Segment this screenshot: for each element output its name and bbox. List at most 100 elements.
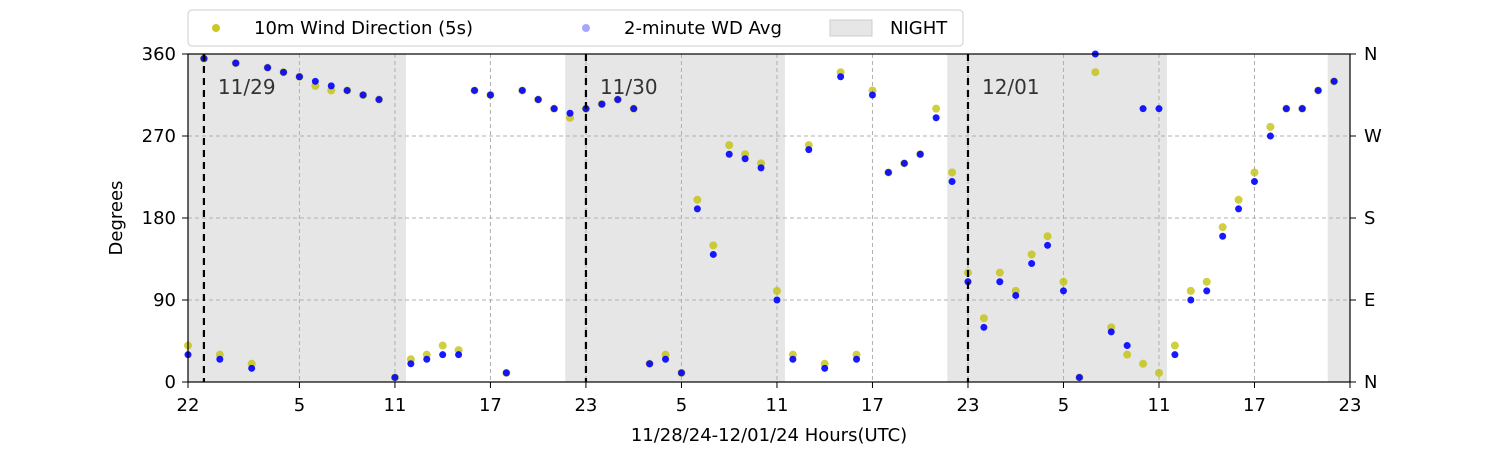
x-tick-label: 23 (574, 395, 597, 416)
y-tick-label: 180 (142, 208, 176, 229)
wd-avg-point (773, 296, 781, 304)
wd-avg-point (1123, 342, 1131, 350)
wd-avg-point (1059, 287, 1067, 295)
wind-direction-point (709, 241, 718, 250)
wd-avg-point (1203, 287, 1211, 295)
wd-avg-point (789, 355, 797, 363)
legend: 10m Wind Direction (5s) 2-minute WD Avg NI… (187, 9, 964, 47)
legend-item: 10m Wind Direction (5s) (212, 18, 473, 39)
wd-avg-point (630, 105, 638, 113)
x-tick-label: 11 (1148, 395, 1171, 416)
x-tick-label: 11 (766, 395, 789, 416)
wd-avg-point (868, 91, 876, 99)
y-tick-label: 360 (142, 44, 176, 65)
wd-avg-point (534, 96, 542, 104)
wind-direction-point (438, 341, 447, 350)
right-tick-label: W (1364, 126, 1382, 147)
wd-avg-point (232, 59, 240, 67)
wd-avg-point (1107, 328, 1115, 336)
legend-box (187, 9, 964, 47)
wind-direction-point (1091, 68, 1100, 77)
right-tick-label: N (1364, 44, 1377, 65)
x-axis-title: 11/28/24-12/01/24 Hours(UTC) (631, 425, 907, 446)
right-tick-label: E (1364, 290, 1375, 311)
legend-marker (212, 24, 220, 32)
wd-avg-point (1219, 232, 1227, 240)
wd-avg-point (216, 355, 224, 363)
wd-avg-point (264, 64, 272, 72)
day-boundary-label: 11/30 (600, 75, 658, 99)
day-boundary-label: 12/01 (982, 75, 1040, 99)
legend-label: NIGHT (890, 18, 948, 39)
wd-avg-point (1298, 105, 1306, 113)
legend-items: 10m Wind Direction (5s) 2-minute WD Avg NI… (212, 18, 948, 39)
wd-avg-point (327, 82, 335, 90)
wd-avg-point (821, 364, 829, 372)
wd-avg-point (295, 73, 303, 81)
wd-avg-point (1187, 296, 1195, 304)
wd-avg-point (964, 278, 972, 286)
wind-direction-point (1170, 341, 1179, 350)
y-tick-label: 0 (165, 372, 176, 393)
wd-avg-point (646, 360, 654, 368)
x-tick-label: 17 (479, 395, 502, 416)
wd-avg-point (391, 373, 399, 381)
wd-avg-point (837, 73, 845, 81)
wind-direction-point (1043, 232, 1052, 241)
wd-avg-point (677, 369, 685, 377)
wd-avg-point (757, 164, 765, 172)
wind-direction-point (995, 268, 1004, 277)
wind-direction-point (1202, 277, 1211, 286)
wd-avg-point (550, 105, 558, 113)
wind-direction-point (1250, 168, 1259, 177)
wd-avg-point (932, 114, 940, 122)
wd-avg-point (1155, 105, 1163, 113)
wd-avg-point (853, 355, 861, 363)
wd-avg-point (566, 109, 574, 117)
wd-avg-point (455, 351, 463, 359)
wind-direction-point (693, 195, 702, 204)
wd-avg-point (375, 96, 383, 104)
wd-avg-point (1171, 351, 1179, 359)
day-boundary-layer: 11/29 11/30 12/01 (202, 54, 1040, 382)
y-tick-label: 270 (142, 126, 176, 147)
wind-direction-point (1218, 223, 1227, 232)
series-wd-2min-avg (184, 50, 1338, 381)
wd-avg-point (471, 86, 479, 94)
wind-direction-point (1234, 195, 1243, 204)
wd-avg-point (614, 96, 622, 104)
right-tick-label: N (1364, 372, 1377, 393)
wind-direction-point (1123, 350, 1132, 359)
wind-direction-point (1059, 277, 1068, 286)
axis-layer: 22 5 11 17 23 5 11 17 23 5 11 17 23 0 90 180 270 360 N E S W N (142, 44, 1382, 416)
wd-avg-point (980, 323, 988, 331)
wd-avg-point (1075, 373, 1083, 381)
x-tick-label: 22 (177, 395, 200, 416)
legend-label: 10m Wind Direction (5s) (254, 18, 473, 39)
wind-direction-point (948, 168, 957, 177)
legend-item: 2-minute WD Avg (582, 18, 782, 39)
wd-avg-point (725, 150, 733, 158)
wd-avg-point (916, 150, 924, 158)
wd-avg-point (359, 91, 367, 99)
wind-direction-point (1139, 359, 1148, 368)
wind-direction-point (772, 286, 781, 295)
wd-avg-point (518, 86, 526, 94)
legend-item: NIGHT (829, 18, 948, 39)
wd-avg-point (1139, 105, 1147, 113)
legend-night-swatch (829, 19, 873, 37)
wd-avg-point (1282, 105, 1290, 113)
wd-avg-point (1044, 241, 1052, 249)
wind-direction-point (725, 141, 734, 150)
x-tick-label: 5 (294, 395, 305, 416)
wd-avg-point (407, 360, 415, 368)
wd-avg-point (1314, 86, 1322, 94)
day-boundary-label: 11/29 (218, 75, 276, 99)
wd-avg-point (709, 250, 717, 258)
wd-avg-point (502, 369, 510, 377)
wd-avg-point (900, 159, 908, 167)
wd-avg-point (662, 355, 670, 363)
y-axis-title: Degrees (106, 181, 127, 256)
wd-avg-point (1250, 178, 1258, 186)
